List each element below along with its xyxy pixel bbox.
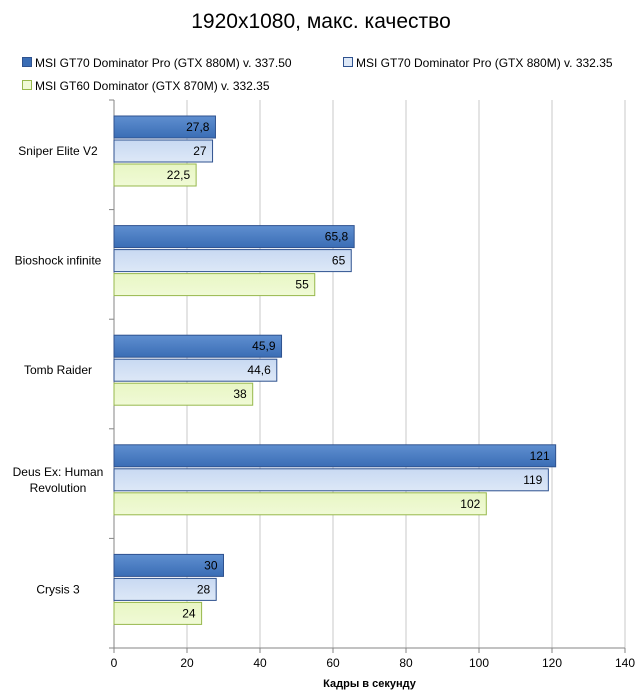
bar-value-label: 65,8 xyxy=(325,230,349,244)
bar xyxy=(113,382,254,406)
x-tick-label: 40 xyxy=(253,656,267,670)
bar xyxy=(113,492,487,516)
bar xyxy=(113,249,352,273)
bar-value-label: 119 xyxy=(523,473,542,487)
bar xyxy=(113,225,355,249)
x-tick-label: 140 xyxy=(615,656,635,670)
x-tick-label: 20 xyxy=(180,656,194,670)
bar xyxy=(113,273,316,297)
x-axis-title: Кадры в секунду xyxy=(323,678,417,690)
legend-item-series-2: MSI GT70 Dominator Pro (GTX 880M) v. 332… xyxy=(343,55,613,70)
category-label: Tomb Raider xyxy=(24,363,92,377)
x-tick-label: 100 xyxy=(469,656,489,670)
bar-value-label: 45,9 xyxy=(252,339,276,353)
legend-swatch-series-2 xyxy=(343,56,353,67)
legend-label-series-3: MSI GT60 Dominator (GTX 870M) v. 332.35 xyxy=(35,78,270,93)
bar xyxy=(113,553,224,577)
x-tick-label: 0 xyxy=(111,656,118,670)
legend-label-series-1: MSI GT70 Dominator Pro (GTX 880M) v. 337… xyxy=(35,55,292,70)
legend-label-series-2: MSI GT70 Dominator Pro (GTX 880M) v. 332… xyxy=(356,55,613,70)
legend-swatch-series-3 xyxy=(22,79,32,90)
category-label: Crysis 3 xyxy=(36,582,80,596)
category-label: Bioshock infinite xyxy=(15,254,102,268)
bar-value-label: 27 xyxy=(193,144,207,158)
bar-value-label: 38 xyxy=(233,387,247,401)
bar xyxy=(113,601,203,625)
bar-value-label: 121 xyxy=(530,449,550,463)
bar xyxy=(113,115,216,139)
category-label: Deus Ex: Human xyxy=(13,465,104,479)
chart-title: 1920x1080, макс. качество xyxy=(191,10,451,33)
bar xyxy=(113,139,214,163)
category-label: Revolution xyxy=(30,481,87,495)
bar-value-label: 44,6 xyxy=(247,363,271,377)
bar-value-label: 55 xyxy=(295,278,309,292)
bar xyxy=(113,358,278,382)
bar-value-label: 24 xyxy=(182,606,196,620)
bar xyxy=(113,468,549,492)
bar-value-label: 27,8 xyxy=(186,120,210,134)
bar-value-label: 65 xyxy=(332,254,346,268)
x-tick-label: 60 xyxy=(326,656,340,670)
category-label: Sniper Elite V2 xyxy=(18,144,98,158)
legend-item-series-3: MSI GT60 Dominator (GTX 870M) v. 332.35 xyxy=(22,78,270,93)
bar xyxy=(113,444,557,468)
legend-item-series-1: MSI GT70 Dominator Pro (GTX 880M) v. 337… xyxy=(22,55,292,70)
bar-value-label: 28 xyxy=(197,582,211,596)
x-tick-label: 120 xyxy=(542,656,562,670)
chart-legend: MSI GT70 Dominator Pro (GTX 880M) v. 337… xyxy=(0,0,642,100)
bar xyxy=(113,163,197,187)
bar-value-label: 30 xyxy=(204,558,218,572)
bar-value-label: 22,5 xyxy=(167,168,191,182)
bar xyxy=(113,334,283,358)
legend-swatch-series-1 xyxy=(22,56,32,67)
x-tick-label: 80 xyxy=(399,656,413,670)
bar-value-label: 102 xyxy=(460,497,480,511)
bar xyxy=(113,577,217,601)
